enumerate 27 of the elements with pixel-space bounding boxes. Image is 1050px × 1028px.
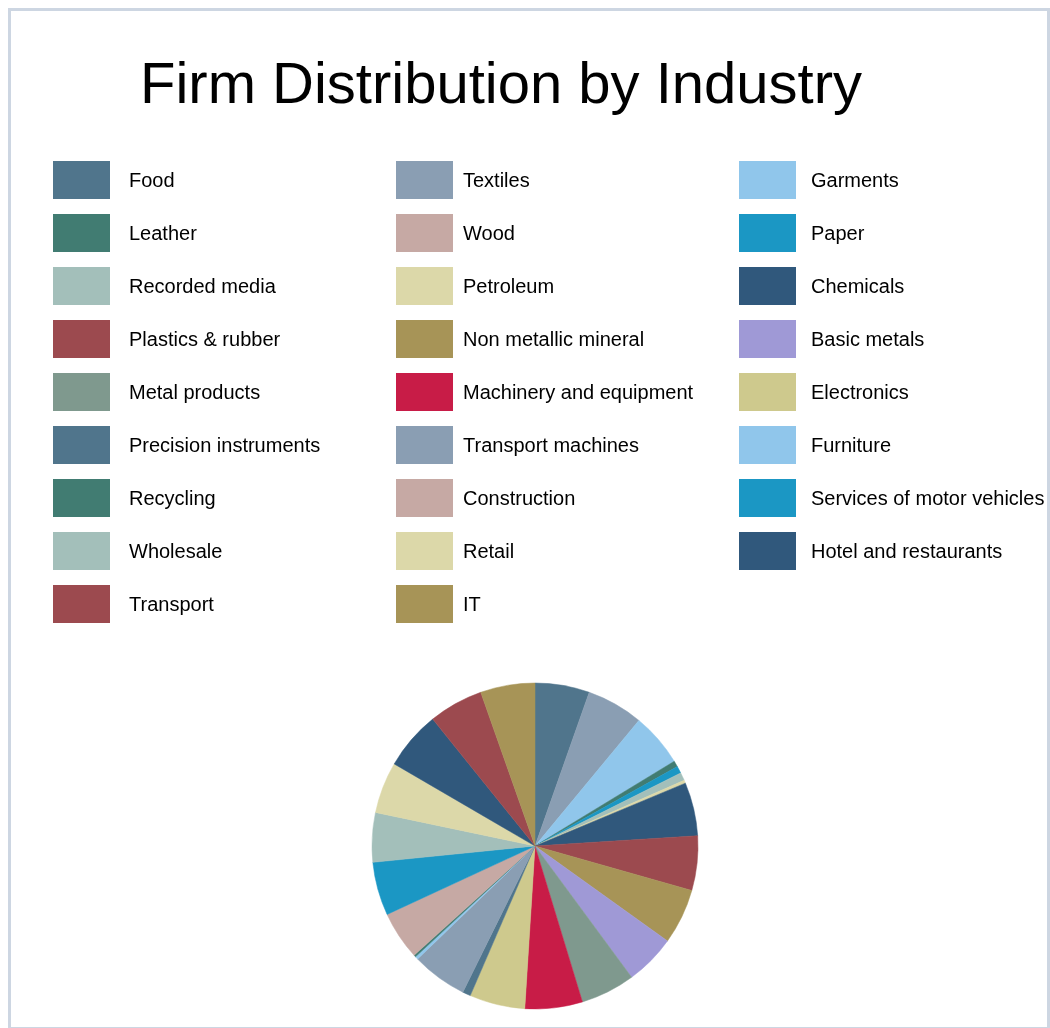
- legend-label: Textiles: [463, 169, 530, 192]
- legend-label: Garments: [811, 169, 899, 192]
- legend-label: IT: [463, 593, 481, 616]
- legend-label: Recorded media: [129, 275, 276, 298]
- legend-label: Machinery and equipment: [463, 381, 694, 404]
- legend-label: Transport machines: [463, 434, 639, 457]
- legend-label: Non metallic mineral: [463, 328, 645, 351]
- legend-label: Precision instruments: [129, 434, 321, 457]
- legend-label: Furniture: [811, 434, 892, 457]
- legend-label: Recycling: [129, 487, 216, 510]
- legend-label: Plastics & rubber: [129, 328, 281, 351]
- legend-label: Metal products: [129, 381, 261, 404]
- chart-title: Firm Distribution by Industry: [139, 49, 863, 116]
- legend-label: Hotel and restaurants: [811, 540, 1003, 563]
- legend-label: Electronics: [811, 381, 909, 404]
- legend-label: Wood: [463, 222, 515, 245]
- legend-label: Food: [129, 169, 175, 192]
- legend-label: Petroleum: [463, 275, 555, 298]
- legend-label: Services of motor vehicles: [811, 487, 1045, 510]
- legend-label: Chemicals: [811, 275, 905, 298]
- legend-label: Transport: [129, 593, 214, 616]
- legend-label: Paper: [811, 222, 865, 245]
- legend-label: Wholesale: [129, 540, 223, 563]
- legend-label: Basic metals: [811, 328, 925, 351]
- legend-label: Construction: [463, 487, 576, 510]
- legend-label: Leather: [129, 222, 197, 245]
- legend-label: Retail: [463, 540, 515, 563]
